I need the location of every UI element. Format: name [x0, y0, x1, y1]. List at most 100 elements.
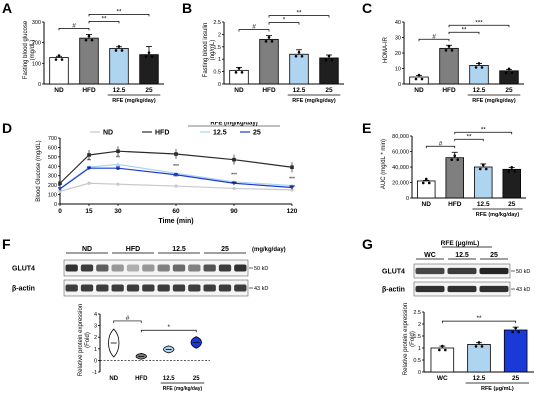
- chart-d-point: [174, 152, 178, 156]
- chart-a-data-point: [150, 55, 154, 58]
- chart-d-y-axis-title-line: Blood Glucose (mg/dL): [36, 140, 42, 201]
- chart-g-y-tick-label: 0: [418, 370, 421, 376]
- chart-b-sig-label: #: [252, 24, 256, 31]
- blot-f-band: [188, 264, 201, 272]
- chart-f-y-axis-title-line: (Fold): [85, 332, 91, 348]
- chart-g-data-point: [474, 345, 478, 348]
- panel-label-a: A: [2, 0, 13, 16]
- chart-b-y-tick-label: 0: [218, 82, 221, 88]
- chart-c-bar: [439, 47, 459, 85]
- chart-b-data-point: [324, 58, 328, 62]
- chart-d-sig-label: ***: [231, 173, 237, 179]
- chart-b-y-axis-title-line: (ng/mL): [210, 40, 216, 61]
- chart-b-bar: [289, 53, 309, 85]
- chart-a-data-point: [60, 58, 64, 61]
- blot-g-lane-group-label: 12.5: [455, 252, 469, 259]
- chart-g-x-tick-label: 12.5: [473, 375, 486, 382]
- chart-c-data-point: [480, 66, 484, 69]
- chart-g-data-point: [444, 348, 447, 352]
- chart-ogtt-line: 0 100 200 300 400 500 600 700 0 15 30 60 90 120 Time (…: [36, 122, 298, 225]
- chart-d-x-tick-label: 0: [58, 208, 62, 215]
- chart-d-sig-label: **: [87, 159, 91, 165]
- chart-e-data-point: [456, 158, 460, 161]
- chart-c-data-point: [477, 62, 481, 65]
- chart-d-sig-label: **: [87, 167, 91, 173]
- chart-d-legend-label: 25: [253, 130, 261, 137]
- chart-a-y-tick-label: 300: [32, 20, 41, 26]
- chart-e-y-tick-label: 80,000: [392, 134, 409, 140]
- chart-d-point: [58, 181, 62, 186]
- chart-c-y-tick-label: 40: [395, 20, 401, 26]
- chart-b-data-point: [270, 40, 274, 43]
- chart-d-legend-title: RFE (mg/kg/day): [210, 122, 257, 127]
- chart-f-sig-label: *: [167, 324, 170, 331]
- chart-g-bar: [430, 347, 455, 373]
- chart-g-y-tick-label: 1.5: [413, 334, 421, 340]
- blot-f-band: [157, 264, 170, 272]
- chart-f-group-label: RFE (mg/kg/day): [163, 386, 203, 392]
- chart-b-y-axis-title: Fasting blood insulin (ng/mL): [203, 23, 216, 78]
- chart-f-sig-bracket: [113, 320, 142, 323]
- blot-g-band: [447, 285, 477, 293]
- chart-d-point: [57, 187, 63, 192]
- chart-b-x-tick-label: 12.5: [293, 87, 306, 94]
- panel-label-e: E: [362, 120, 372, 136]
- chart-d-x-tick-label: 30: [114, 208, 122, 215]
- chart-d-point: [289, 185, 295, 190]
- chart-c-y-axis-title-line: HOMA-IR: [383, 36, 389, 63]
- chart-e-y-axis-title: AUC (mg/dL * min): [381, 139, 387, 189]
- chart-c-x-tick-label: ND: [414, 87, 424, 94]
- chart-auc: 0 20,000 40,000 60,000 80,000 AUC (mg/dL * mi…: [381, 126, 526, 218]
- chart-e-sig-label: **: [466, 133, 472, 140]
- blot-f-blot-strip: [63, 259, 249, 277]
- chart-b-bar: [319, 57, 339, 85]
- chart-g-sig-label: **: [476, 315, 482, 322]
- chart-d-sig-label: ***: [231, 182, 237, 188]
- chart-a-y-axis-title: Fasting blood glucose (mg/dL): [23, 20, 36, 79]
- chart-b-x-tick-label: ND: [234, 87, 244, 94]
- chart-d-y-tick-label: 200: [48, 183, 57, 189]
- chart-d-y-tick-label: 300: [48, 174, 57, 180]
- chart-c-sig-bracket: [418, 38, 450, 42]
- chart-b-data-point: [240, 71, 244, 74]
- chart-b-data-point: [300, 54, 304, 58]
- chart-d-sig-label: **: [116, 168, 120, 174]
- blot-g-row-label: β-actin: [382, 287, 405, 294]
- blot-f-band: [142, 284, 155, 292]
- chart-a-data-point: [114, 49, 118, 52]
- blot-f-unit-label: (mg/kg/day): [252, 247, 286, 253]
- chart-c-y-tick-label: 10: [395, 67, 401, 73]
- chart-d-sig-label: **: [116, 156, 120, 162]
- chart-c-data-point: [417, 73, 421, 77]
- chart-d-series-line: [59, 150, 293, 184]
- chart-c-sig-bracket: [448, 24, 510, 28]
- chart-a-data-point: [54, 58, 58, 61]
- chart-b-y-tick-label: 2: [218, 32, 221, 38]
- chart-e-data-point: [507, 170, 511, 173]
- panel-label-d: D: [2, 120, 13, 136]
- chart-g-data-point: [477, 341, 481, 344]
- chart-d-series-line: [59, 163, 293, 189]
- chart-b-group-label: RFE (mg/kg/day): [292, 98, 336, 104]
- chart-c-data-point: [507, 67, 511, 71]
- chart-c-y-tick-label: 30: [395, 36, 401, 42]
- chart-b-data-point: [234, 71, 238, 74]
- chart-a-data-point: [90, 38, 94, 42]
- chart-f-y-tick-label: 1: [94, 347, 97, 353]
- chart-a-y-axis-title-line: (mg/dL): [30, 40, 36, 61]
- chart-d-y-axis-title: Blood Glucose (mg/dL): [36, 140, 42, 201]
- blot-f-lane-group-label: HFD: [126, 246, 140, 253]
- blot-g: RFE (μg/mL) WC 12.5 25 GLUT4 50 kD β-actin 43 k…: [380, 236, 550, 300]
- blot-f-band: [218, 264, 232, 272]
- chart-d-point: [290, 188, 294, 192]
- chart-a-sig-label: **: [116, 8, 122, 15]
- blot-g-row-label: GLUT4: [382, 269, 405, 276]
- panel-label-c: C: [362, 0, 373, 16]
- chart-f-x-tick-label: 12.5: [163, 376, 175, 382]
- blot-f-band: [80, 284, 94, 292]
- chart-c-group-label: RFE (mg/kg/day): [472, 98, 516, 104]
- chart-a-sig-label: #: [72, 22, 76, 29]
- chart-d-x-axis-title: Time (min): [158, 218, 193, 225]
- chart-b-y-tick-label: 1: [218, 57, 221, 63]
